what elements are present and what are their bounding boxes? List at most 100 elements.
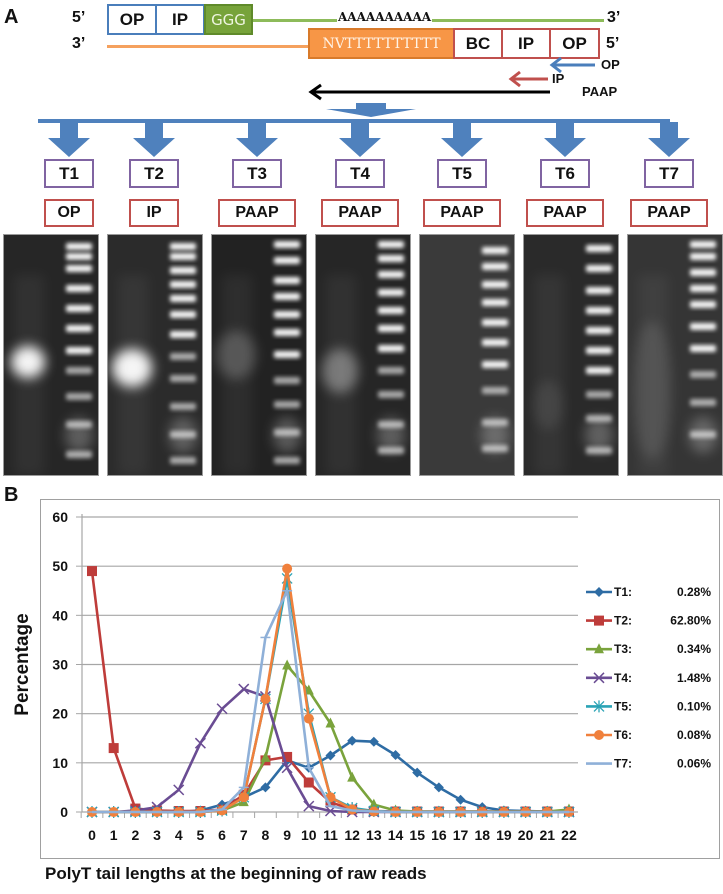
x-tick-label: 6 (218, 827, 226, 843)
ladder-band (690, 253, 716, 260)
split-arrow-icon (326, 103, 416, 117)
top-five-prime-label: 5’ (72, 9, 86, 26)
tube-arrow-icon (648, 122, 690, 157)
ladder-band (690, 399, 716, 406)
bottom-segment-bc: BC (453, 28, 503, 59)
y-tick-label: 10 (52, 755, 68, 771)
ladder-band (274, 401, 300, 408)
gel-image-t7 (627, 234, 723, 476)
legend-item-t6: T6: 0.08% (586, 728, 711, 742)
x-tick-label: 8 (262, 827, 270, 843)
primer-label-t1: OP (44, 199, 94, 227)
x-tick-label: 3 (153, 827, 161, 843)
ladder-band (274, 377, 300, 384)
x-tick-label: 18 (474, 827, 490, 843)
ladder-band (482, 247, 508, 254)
series-line (92, 664, 570, 814)
data-point (368, 736, 379, 747)
data-point (194, 737, 206, 749)
ladder-band (378, 391, 404, 398)
top-segment-ip: IP (155, 4, 205, 35)
data-point (260, 782, 271, 793)
series-line (92, 577, 569, 814)
ladder-band (690, 345, 716, 352)
ladder-band (378, 289, 404, 296)
bottom-strand-line (107, 45, 309, 48)
ladder-band (170, 353, 196, 360)
x-axis-title: PolyT tail lengths at the beginning of r… (45, 864, 427, 883)
tube-arrow-icon (236, 122, 278, 157)
ladder-band (482, 299, 508, 306)
legend-item-t2: T2: 62.80% (586, 614, 711, 628)
legend-series-percent: 0.34% (677, 642, 711, 656)
data-point (347, 771, 358, 782)
legend-series-name: T1: (614, 585, 632, 599)
data-point (303, 713, 314, 724)
ladder-band (586, 307, 612, 314)
legend-series-percent: 0.10% (677, 699, 711, 713)
x-tick-label: 1 (110, 827, 118, 843)
ladder-band (170, 243, 196, 250)
ladder-band (66, 451, 92, 458)
series-line (92, 589, 569, 814)
gel-image-t4 (315, 234, 411, 476)
paap-primer-arrow (308, 83, 550, 101)
legend-series-name: T7: (614, 757, 632, 771)
gel-image-t2 (107, 234, 203, 476)
ladder-band (66, 325, 92, 332)
ladder-band (66, 265, 92, 272)
ladder-band (378, 241, 404, 248)
gel-lanes (632, 241, 717, 475)
ladder-band (66, 367, 92, 374)
gel-image-t5 (419, 234, 515, 476)
ladder-band (690, 269, 716, 276)
x-tick-label: 11 (323, 827, 338, 843)
tube-arrows (48, 122, 690, 157)
x-tick-label: 21 (539, 827, 555, 843)
ladder-band (274, 311, 300, 318)
x-tick-label: 14 (388, 827, 404, 843)
gel-lanes (533, 245, 613, 475)
ladder-band (586, 391, 612, 398)
tube-label-t1: T1 (44, 159, 94, 188)
tube-arrow-icon (133, 122, 175, 157)
panel-a-label: A (4, 6, 19, 28)
series-line (90, 570, 569, 813)
data-point (238, 683, 250, 695)
x-tick-label: 2 (131, 827, 139, 843)
gel-image-t3 (211, 234, 307, 476)
ip-primer-arrow (508, 70, 548, 88)
data-point (108, 743, 119, 754)
x-tick-label: 12 (344, 827, 360, 843)
primer-label-t5: PAAP (423, 199, 501, 227)
ladder-band (274, 241, 300, 248)
ladder-band (170, 457, 196, 464)
legend-series-name: T3: (614, 642, 632, 656)
ladder-band (170, 267, 196, 274)
data-point (303, 777, 314, 788)
x-tick-label: 19 (496, 827, 512, 843)
ladder-band (66, 393, 92, 400)
y-tick-label: 0 (60, 804, 68, 820)
data-point (87, 566, 97, 577)
ladder-band (586, 347, 612, 354)
legend-series-percent: 0.28% (677, 585, 711, 599)
ladder-band (274, 351, 300, 358)
legend-item-t3: T3: 0.34% (586, 642, 711, 656)
ladder-band (690, 285, 716, 292)
ladder-band (274, 457, 300, 464)
x-tick-label: 7 (240, 827, 248, 843)
gel-lanes (322, 241, 405, 475)
op-primer-label: OP (601, 57, 620, 72)
bottom-five-prime-label: 5’ (606, 35, 620, 52)
tube-arrow-icon (339, 122, 381, 157)
x-tick-label: 13 (366, 827, 382, 843)
ladder-band (482, 361, 508, 368)
ladder-band (586, 245, 612, 252)
legend-item-t1: T1: 0.28% (586, 585, 711, 599)
x-tick-label: 20 (518, 827, 534, 843)
ladder-band (482, 339, 508, 346)
poly-a-sequence: AAAAAAAAAA (337, 10, 433, 24)
legend-series-name: T2: (614, 614, 632, 628)
ladder-band (170, 295, 196, 302)
